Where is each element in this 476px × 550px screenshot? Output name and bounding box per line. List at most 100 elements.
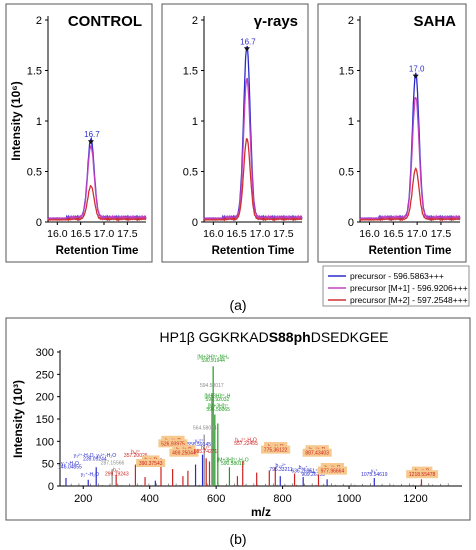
x-tick-label: 16.0 <box>203 228 224 240</box>
peak-annotation: 146.04855 <box>58 465 82 471</box>
y-tick-label: 1.5 <box>339 66 354 78</box>
y-axis-label: Intensity (10³) <box>11 380 25 458</box>
peak-label: 16.7 <box>84 130 100 139</box>
series-line-m2 <box>359 166 461 222</box>
x-tick-label: 17.0 <box>250 228 271 240</box>
chart-title: SAHA <box>413 13 456 30</box>
x-tick-label: 16.0 <box>359 228 380 240</box>
y-tick-label: 2 <box>192 15 198 27</box>
peak-annotation: y₃²⁺-H₂O, y₂²⁺-H₂O <box>74 453 117 459</box>
annotation-highlight <box>406 470 439 479</box>
y-tick-label: 1 <box>348 116 354 128</box>
y-tick-label: 0 <box>48 481 54 493</box>
peak-annotation: b₃⁺ <box>113 468 121 474</box>
y-tick-label: 0 <box>36 217 42 229</box>
legend-label: precursor [M+1] - 596.9206+++ <box>350 283 468 293</box>
ms2-spectrum: HP1β GGKRKADS88phDSEDKGEE 0 50 100 150 200 250… <box>5 317 471 521</box>
chromatogram-legend: precursor - 596.5863+++ precursor [M+1] -… <box>322 265 470 307</box>
y-tick-label: 200 <box>36 392 54 404</box>
series-line-m2 <box>203 137 303 222</box>
x-tick-label: 17.5 <box>431 228 452 240</box>
peak-annotation: 775.36122 <box>264 448 288 454</box>
peak-annotation: [M+3H]³⁺-H <box>205 394 231 400</box>
peak-annotation: 596.58065 <box>206 407 230 413</box>
peak-annotation: b₅²⁺ <box>201 445 210 451</box>
peak-label: 17.0 <box>409 65 425 74</box>
panel-frame <box>5 3 153 263</box>
annotation-highlight <box>136 459 166 468</box>
peak-annotation: y₁⁺-H₂O <box>61 461 79 467</box>
chromatogram-gamma-rays: 0 0.5 1 1.5 2 16.0 16.5 17.0 17.5 γ-rays Retention… <box>161 3 309 263</box>
x-tick-label: 1000 <box>337 493 361 505</box>
peak-annotation: 636.26951 <box>291 469 315 475</box>
peak-annotation: 469.25044 <box>172 451 196 457</box>
x-tick-label: 600 <box>207 493 225 505</box>
annotation-highlight <box>158 439 188 448</box>
peak-annotation: 909.26793 <box>301 472 325 478</box>
x-tick-label: 16.5 <box>383 228 404 240</box>
x-tick-label: 1200 <box>403 493 427 505</box>
x-tick-label: 17.5 <box>273 228 294 240</box>
peak-annotation: 590.58013 <box>221 461 245 467</box>
peak-annotation: 977.96664 <box>321 469 345 475</box>
peak-annotation: 590.91944 <box>201 358 225 364</box>
legend-label: precursor - 596.5863+++ <box>350 271 444 281</box>
y-tick-label: 0.5 <box>339 167 354 179</box>
peak-annotation: 557.22455 <box>234 441 258 447</box>
peak-annotation: [M+3H]³⁺ <box>208 403 229 409</box>
peak-annotation: 357.20026 <box>124 453 148 459</box>
chart-title: CONTROL <box>68 13 142 30</box>
y-tick-label: 1 <box>192 116 198 128</box>
y-tick-label: 1.5 <box>183 66 198 78</box>
panel-frame <box>5 317 471 521</box>
y-tick-label: 50 <box>42 459 54 471</box>
x-tick-label: 16.5 <box>226 228 247 240</box>
y-tick-label: 2 <box>348 15 354 27</box>
annotation-highlight <box>317 466 347 475</box>
annotation-highlight <box>169 448 199 457</box>
peak-annotation: 585.74271 <box>194 449 218 455</box>
x-tick-label: 16.5 <box>70 228 91 240</box>
y-tick-label: 1.5 <box>27 66 42 78</box>
x-tick-label: 16.0 <box>47 228 68 240</box>
peak-annotation: 1075.54619 <box>361 472 388 478</box>
panel-frame <box>161 3 309 263</box>
peak-label: 16.7 <box>240 37 256 46</box>
peak-marker <box>412 74 419 79</box>
y-tick-label: 100 <box>36 436 54 448</box>
peak-annotation: 390.37543 <box>139 461 163 467</box>
y-tick-label: 150 <box>36 414 54 426</box>
series-line-m2 <box>47 184 147 222</box>
x-axis-label: Retention Time <box>212 245 295 257</box>
y-tick-label: 0.5 <box>27 167 42 179</box>
annotation-highlight <box>302 448 332 457</box>
x-axis-label: m/z <box>251 505 271 519</box>
y-tick-label: 300 <box>36 347 54 359</box>
peak-annotation: 239.09244 <box>83 457 107 463</box>
x-axis-label: Retention Time <box>369 245 452 257</box>
peak-annotation: 564.58034 <box>193 426 217 432</box>
y-tick-label: 2 <box>36 15 42 27</box>
y-tick-label: 0 <box>348 217 354 229</box>
x-tick-label: 17.0 <box>94 228 115 240</box>
y-axis-label: Intensity (10⁶) <box>9 81 23 161</box>
legend-box <box>322 265 470 307</box>
peak-annotation: y₂⁺-H₂O <box>81 472 99 478</box>
peak-annotation: 299.19243 <box>105 471 129 477</box>
peak-annotation: b₆²⁺ <box>131 449 140 455</box>
x-axis-label: Retention Time <box>56 245 139 257</box>
x-tick-label: 800 <box>273 493 291 505</box>
peak-annotation: b₁₁²⁺-H₂O <box>235 437 257 443</box>
peak-annotation: y₅²⁺ <box>195 439 204 445</box>
panel-b-label: (b) <box>229 531 246 547</box>
peak-annotation: 526.93975 <box>161 441 185 447</box>
peak-annotation: 558.59145 <box>187 442 211 448</box>
panel-frame <box>317 3 467 263</box>
peak-annotation: y₇⁺ <box>371 469 378 475</box>
peak-annotation: 596.92032 <box>206 397 230 403</box>
chart-title: γ-rays <box>254 13 298 30</box>
panel-a-label: (a) <box>229 297 246 313</box>
peak-annotation: 887.43403 <box>305 451 329 457</box>
x-tick-label: 400 <box>141 493 159 505</box>
